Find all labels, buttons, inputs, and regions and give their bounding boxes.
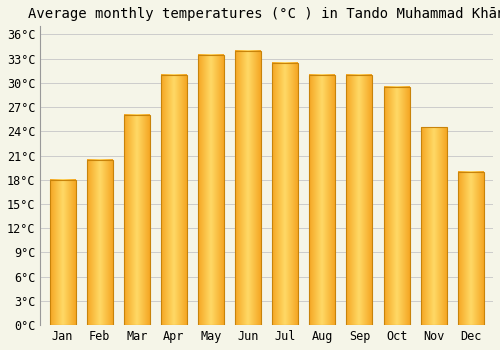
Title: Average monthly temperatures (°C ) in Tando Muhammad Khān: Average monthly temperatures (°C ) in Ta… [28, 7, 500, 21]
